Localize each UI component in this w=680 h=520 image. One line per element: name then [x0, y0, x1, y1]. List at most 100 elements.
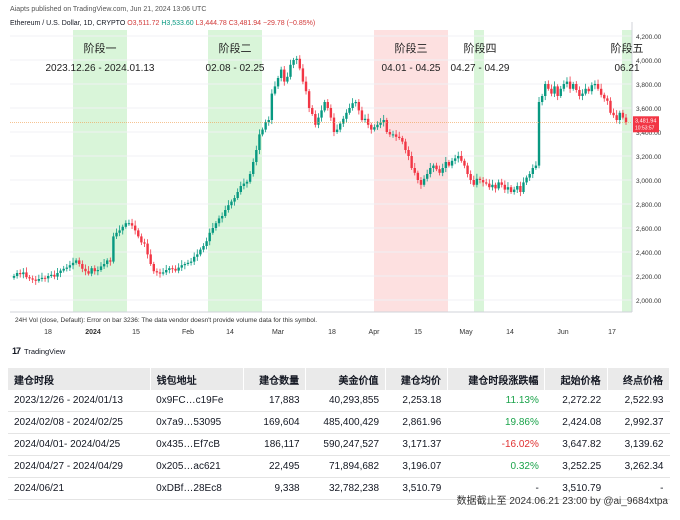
phase-range: 04.01 - 04.25 — [382, 63, 441, 74]
table-cell-qty: 169,604 — [243, 411, 306, 434]
candle-body — [512, 189, 516, 192]
candle-body — [227, 205, 230, 210]
candle-body — [46, 276, 50, 279]
candle-body — [338, 123, 342, 130]
candle-body — [304, 81, 308, 92]
candle-body — [457, 156, 460, 159]
phase-range: 2023.12.26 - 2024.01.13 — [46, 63, 155, 74]
candle-body — [174, 268, 177, 271]
y-tick-label: 4,000.00 — [636, 58, 662, 65]
candle-body — [525, 177, 528, 183]
table-cell-usd: 590,247,527 — [305, 433, 386, 456]
candle-body — [258, 134, 261, 150]
table-cell-end: 3,139.62 — [607, 433, 670, 456]
candle-body — [56, 273, 59, 277]
table-cell-wallet: 0xDBf…28Ec8 — [150, 477, 244, 500]
table-cell-end: 2,522.93 — [607, 390, 670, 412]
candle-body — [19, 273, 22, 275]
y-tick-label: 2,000.00 — [636, 298, 662, 305]
candle-body — [503, 184, 507, 190]
candle-body — [351, 103, 354, 108]
tradingview-logo[interactable]: 17 TradingView — [12, 346, 65, 356]
ohlc-high: H3,533.60 — [161, 20, 194, 27]
candle-body — [497, 182, 500, 189]
candle-body — [102, 264, 106, 267]
candle-body — [522, 182, 525, 192]
candle-body — [236, 192, 239, 198]
candle-body — [127, 223, 131, 225]
table-cell-end: - — [607, 477, 670, 500]
candle-body — [550, 88, 553, 94]
x-tick-label: Feb — [182, 329, 194, 336]
table-row: 2024/04/01- 2024/04/25 0x435…Ef7cB 186,117… — [8, 433, 670, 456]
table-cell-qty: 17,883 — [243, 390, 306, 412]
candle-body — [590, 85, 594, 92]
x-tick-label: 18 — [44, 329, 52, 336]
candle-body — [323, 102, 326, 111]
candle-body — [370, 124, 373, 130]
candle-body — [15, 273, 19, 276]
candle-body — [146, 243, 149, 255]
candle-body — [596, 84, 600, 89]
candle-body — [419, 180, 423, 185]
table-cell-start: 2,424.08 — [544, 411, 608, 434]
candle-body — [155, 271, 159, 273]
x-tick-label: 2024 — [85, 329, 101, 336]
table-cell-start: 3,510.79 — [544, 477, 608, 500]
y-tick-label: 3,200.00 — [636, 154, 662, 161]
table-cell-avg: 2,253.18 — [385, 390, 448, 412]
y-tick-label: 3,800.00 — [636, 82, 662, 89]
candle-body — [90, 268, 93, 274]
candle-body — [74, 260, 78, 263]
table-cell-end: 3,262.34 — [607, 455, 670, 478]
candle-body — [78, 260, 81, 264]
table-header-cell: 终点价格 — [607, 368, 671, 390]
candle-body — [112, 236, 115, 262]
candle-body — [40, 277, 44, 279]
candle-body — [286, 76, 289, 82]
candle-body — [571, 84, 575, 89]
candle-body — [270, 93, 274, 120]
candle-body — [115, 232, 118, 237]
table-header-cell: 建仓时段 — [8, 368, 151, 390]
phase-range: 04.27 - 04.29 — [451, 63, 510, 74]
candle-body — [217, 218, 221, 224]
candle-body — [81, 264, 84, 269]
price-chart[interactable]: 2,000.00 2,200.00 2,400.00 2,600.00 2,800.00… — [0, 0, 680, 345]
candle-body — [466, 165, 469, 174]
candle-body — [348, 108, 351, 113]
candle-body — [301, 68, 305, 82]
candle-body — [25, 272, 28, 278]
candle-body — [53, 274, 56, 277]
candle-body — [559, 88, 562, 96]
table-header-cell: 建仓均价 — [385, 368, 448, 390]
candle-body — [425, 174, 429, 179]
table-cell-period: 2024/02/08 - 2024/02/25 — [8, 411, 151, 434]
candle-body — [84, 268, 87, 272]
candle-body — [133, 225, 137, 231]
candle-body — [553, 86, 556, 94]
candle-body — [186, 262, 190, 264]
candle-body — [314, 114, 317, 125]
candle-body — [562, 84, 566, 89]
candle-body — [121, 226, 124, 231]
candle-body — [71, 262, 75, 266]
candle-body — [544, 84, 547, 96]
candle-body — [22, 272, 25, 275]
candle-body — [485, 182, 488, 184]
table-cell-chg: 0.32% — [447, 455, 545, 478]
x-tick-label: 18 — [328, 329, 336, 336]
candle-body — [230, 201, 233, 206]
candle-body — [137, 230, 140, 237]
candle-body — [584, 88, 587, 94]
table-cell-usd: 40,293,855 — [305, 390, 386, 412]
table-cell-wallet: 0x9FC…c19Fe — [150, 390, 244, 412]
candle-body — [59, 270, 62, 273]
candle-body — [105, 260, 109, 264]
candle-body — [255, 150, 258, 162]
table-cell-avg: 2,861.96 — [385, 411, 448, 434]
table-header-row: 建仓时段 钱包地址 建仓数量 美金价值 建仓均价 建仓时段涨跌幅 起始价格 终点价格 — [8, 368, 671, 390]
candle-body — [273, 86, 277, 94]
y-tick-label: 3,400.00 — [636, 130, 662, 137]
candle-body — [568, 81, 572, 89]
